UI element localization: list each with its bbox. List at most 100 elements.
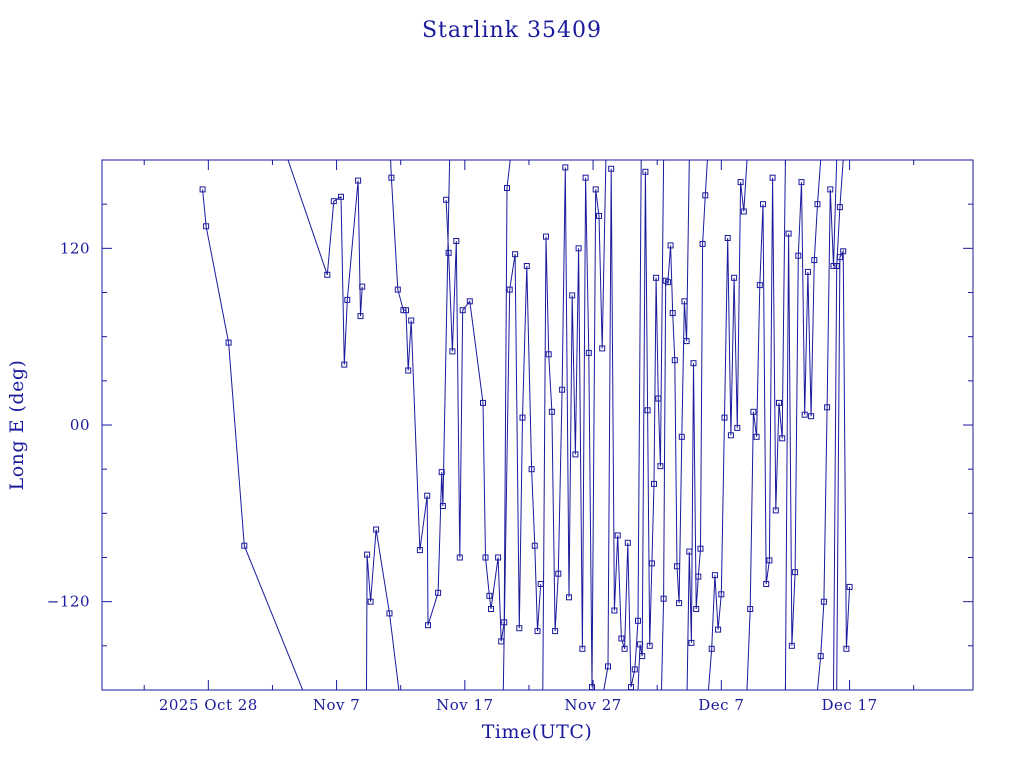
data-point	[537, 581, 544, 587]
data-point	[811, 257, 818, 264]
data-point	[836, 204, 843, 211]
data-point	[438, 469, 445, 476]
data-point	[405, 367, 412, 374]
data-point	[386, 610, 393, 617]
data-point	[817, 653, 824, 660]
plot-area	[199, 160, 853, 690]
series-line	[502, 254, 542, 690]
data-point	[798, 179, 805, 186]
data-point	[453, 238, 460, 244]
data-point	[731, 274, 738, 281]
data-point	[338, 193, 344, 200]
data-point	[552, 628, 559, 635]
series-line	[287, 160, 363, 365]
data-point	[599, 345, 606, 352]
data-point	[655, 395, 662, 402]
data-point	[772, 507, 779, 514]
data-point	[364, 551, 371, 558]
data-point	[579, 645, 586, 652]
data-point	[792, 569, 799, 576]
x-tick-label: 2025 Oct 28	[159, 696, 258, 714]
data-point	[721, 414, 728, 421]
data-point	[394, 286, 401, 293]
data-point	[482, 554, 489, 561]
data-point	[695, 573, 702, 580]
data-point	[718, 591, 725, 598]
x-axis-label: Time(UTC)	[482, 721, 593, 743]
data-point	[562, 164, 569, 171]
x-tick-label: Nov 17	[436, 696, 494, 714]
data-point	[833, 263, 840, 269]
data-point	[359, 283, 366, 290]
data-point	[648, 560, 655, 567]
series-line	[836, 249, 851, 690]
data-point	[760, 201, 766, 208]
data-point	[324, 271, 331, 278]
data-point	[596, 212, 602, 219]
marker-layer	[199, 164, 853, 690]
data-point	[611, 607, 618, 614]
data-point	[439, 503, 446, 509]
x-tick-label: Dec 7	[698, 696, 744, 714]
series-line	[708, 160, 748, 690]
series-line	[202, 189, 304, 690]
chart-title: Starlink 35409	[422, 18, 602, 43]
series-line	[542, 160, 607, 690]
data-point	[690, 360, 697, 367]
data-point	[456, 554, 463, 561]
data-point	[512, 251, 519, 258]
data-point	[753, 433, 760, 440]
data-point	[644, 407, 651, 414]
data-point	[740, 208, 747, 215]
data-point	[750, 408, 757, 415]
data-point	[486, 592, 493, 599]
x-tick-label: Nov 27	[564, 696, 622, 714]
data-point	[756, 282, 763, 289]
data-point	[575, 245, 582, 252]
y-tick-label: 00	[70, 416, 90, 434]
data-point	[225, 339, 232, 346]
data-point	[443, 196, 450, 203]
data-point	[631, 666, 638, 673]
data-point	[357, 313, 364, 320]
data-point	[814, 201, 821, 208]
data-point	[592, 186, 599, 193]
data-point	[830, 263, 837, 269]
data-point	[367, 598, 374, 605]
data-point	[416, 547, 423, 554]
data-point	[548, 408, 555, 415]
data-point	[724, 235, 731, 241]
data-point	[785, 230, 792, 237]
data-point	[241, 542, 248, 549]
data-point	[624, 539, 631, 546]
data-point	[435, 589, 442, 596]
data-point	[747, 606, 754, 612]
data-point	[715, 626, 722, 633]
data-point	[618, 635, 625, 642]
data-point	[776, 399, 782, 406]
data-point	[697, 545, 704, 552]
data-point	[674, 563, 680, 570]
data-point	[355, 177, 362, 184]
data-point	[795, 252, 802, 259]
tick-labels: 2025 Oct 28 Nov 7 Nov 17 Nov 27 Dec 7 Dec 17 −…	[47, 239, 877, 714]
data-point	[559, 386, 566, 393]
data-point	[519, 414, 526, 421]
data-point	[737, 179, 744, 186]
data-point	[671, 357, 678, 364]
plot-frame	[101, 159, 974, 691]
series-line	[746, 160, 786, 690]
series-layer	[202, 160, 851, 690]
data-point	[459, 307, 466, 314]
data-point	[424, 492, 431, 499]
data-point	[708, 645, 715, 652]
data-point	[501, 619, 508, 626]
data-point	[341, 361, 348, 368]
data-point	[734, 424, 741, 431]
data-point	[605, 663, 611, 670]
data-point	[660, 595, 667, 602]
data-point	[488, 606, 494, 612]
data-point	[688, 639, 695, 646]
data-point	[534, 628, 541, 635]
